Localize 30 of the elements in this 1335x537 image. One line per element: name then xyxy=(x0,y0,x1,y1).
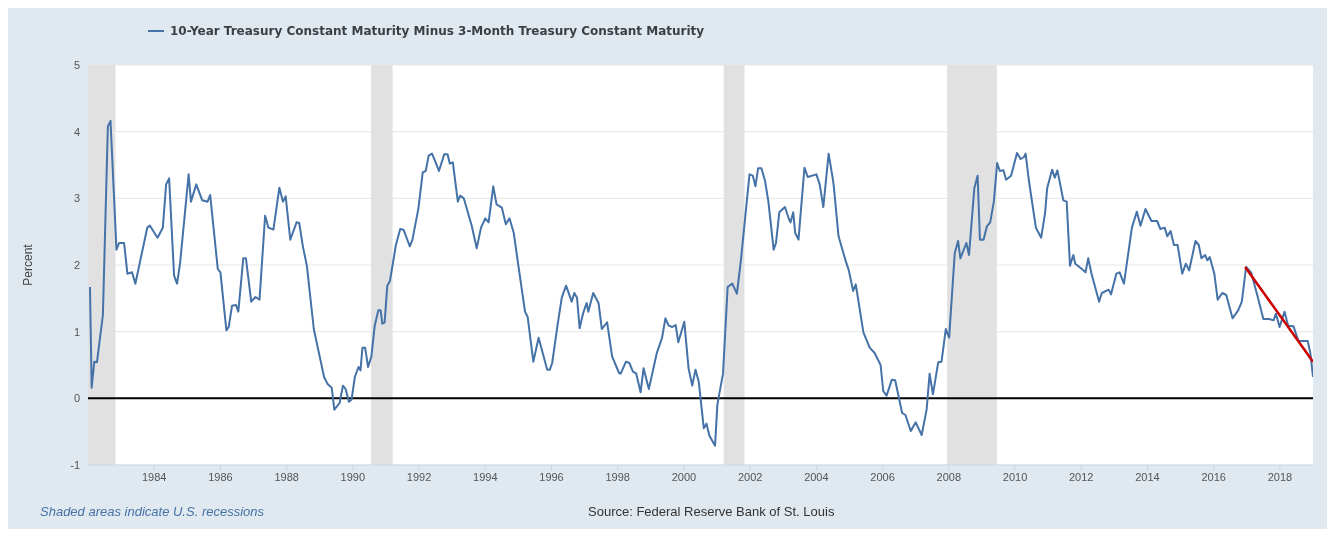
legend-label: 10-Year Treasury Constant Maturity Minus 3-Month Treasury Constant Maturity xyxy=(170,23,705,38)
y-tick-label: 3 xyxy=(73,192,80,205)
x-tick-label: 1988 xyxy=(274,470,299,483)
y-axis-title: Percent xyxy=(21,243,36,286)
x-tick-label: 2000 xyxy=(671,470,697,483)
x-tick-label: 2002 xyxy=(737,470,763,483)
x-tick-label: 2006 xyxy=(870,470,895,483)
x-tick-label: 1996 xyxy=(539,470,564,483)
x-tick-label: 2010 xyxy=(1002,470,1028,483)
x-tick-label: 2012 xyxy=(1069,470,1094,483)
x-tick-label: 1992 xyxy=(406,470,432,483)
x-tick-label: 2018 xyxy=(1267,470,1293,483)
source-note: Source: Federal Reserve Bank of St. Louis xyxy=(588,504,835,519)
y-tick-label: 4 xyxy=(73,125,80,138)
y-tick-label: -1 xyxy=(70,458,80,471)
x-tick-label: 1998 xyxy=(605,470,630,483)
line-series xyxy=(88,120,1313,447)
x-tick-label: 1994 xyxy=(473,470,498,483)
x-tick-label: 2004 xyxy=(804,470,829,483)
x-tick-label: 2008 xyxy=(936,470,962,483)
y-tick-label: 1 xyxy=(73,325,80,338)
y-tick-label: 5 xyxy=(73,58,80,71)
x-tick-label: 1990 xyxy=(340,470,366,483)
text: Shaded areas indicate U.S. recessions xyxy=(40,504,265,519)
x-tick-label: 2016 xyxy=(1201,470,1226,483)
y-tick-label: 0 xyxy=(73,392,80,405)
x-tick-label: 1986 xyxy=(208,470,233,483)
x-tick-label: 2014 xyxy=(1135,470,1160,483)
x-tick-label: 1984 xyxy=(141,470,167,483)
y-tick-label: 2 xyxy=(73,258,80,271)
